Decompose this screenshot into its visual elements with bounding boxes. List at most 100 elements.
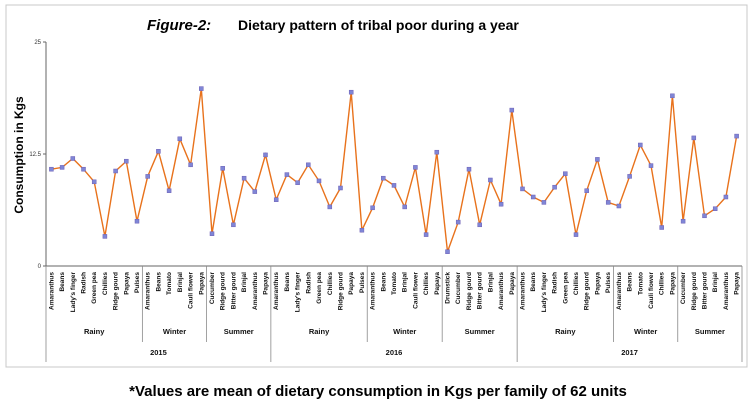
data-point bbox=[520, 186, 525, 192]
data-point bbox=[59, 165, 65, 170]
data-point bbox=[284, 172, 290, 177]
x-tick-label: Radish bbox=[80, 272, 87, 294]
season-label: Winter bbox=[163, 327, 186, 336]
x-tick-label: Papaya bbox=[348, 272, 355, 295]
year-label: 2017 bbox=[621, 348, 638, 357]
x-tick-label: Bitter gourd bbox=[230, 272, 237, 309]
x-tick-label: Papaya bbox=[198, 272, 205, 295]
x-tick-label: Papaya bbox=[434, 272, 441, 295]
data-point bbox=[327, 204, 333, 210]
data-point bbox=[295, 180, 300, 185]
data-point bbox=[530, 194, 536, 200]
x-tick-label: Beans bbox=[284, 272, 291, 292]
data-point bbox=[49, 166, 54, 172]
season-label: Winter bbox=[634, 327, 657, 336]
x-tick-label: Pulses bbox=[359, 272, 366, 293]
year-label: 2015 bbox=[150, 348, 167, 357]
x-tick-label: Green pea bbox=[316, 272, 323, 304]
data-point bbox=[627, 174, 632, 179]
data-point bbox=[381, 175, 386, 181]
season-label: Summer bbox=[224, 327, 254, 336]
data-point bbox=[391, 183, 397, 188]
data-point bbox=[670, 93, 675, 99]
x-tick-label: Chillies bbox=[659, 272, 666, 296]
season-label: Summer bbox=[695, 327, 725, 336]
data-point bbox=[306, 162, 311, 168]
x-tick-label: Brinjal bbox=[402, 272, 409, 292]
season-label: Rainy bbox=[84, 327, 105, 336]
x-tick-label: Amaranthus bbox=[498, 272, 505, 310]
chart-title: Dietary pattern of tribal poor during a … bbox=[238, 17, 519, 33]
x-tick-label: Beans bbox=[59, 272, 66, 292]
data-point bbox=[209, 231, 215, 236]
x-tick-label: Brinjal bbox=[241, 272, 248, 292]
data-point bbox=[541, 200, 547, 205]
x-tick-label: Amaranthus bbox=[273, 272, 280, 310]
x-tick-label: Bitter gourd bbox=[702, 272, 709, 309]
x-tick-label: Tomato bbox=[637, 272, 644, 295]
data-point bbox=[552, 184, 557, 190]
data-point bbox=[455, 219, 461, 225]
x-tick-label: Amaranthus bbox=[48, 272, 55, 310]
x-tick-label: Beans bbox=[380, 272, 387, 292]
data-point bbox=[659, 225, 664, 230]
x-tick-label: Ridge gourd bbox=[584, 272, 591, 310]
season-label: Winter bbox=[393, 327, 416, 336]
data-point bbox=[680, 218, 686, 224]
x-tick-label: Lady's finger bbox=[295, 272, 302, 313]
x-tick-label: Amaranthus bbox=[616, 272, 623, 310]
data-point bbox=[402, 204, 407, 210]
data-point bbox=[124, 158, 129, 164]
data-point bbox=[370, 205, 375, 211]
data-point bbox=[316, 178, 322, 184]
data-point bbox=[199, 86, 204, 91]
data-point bbox=[509, 107, 515, 113]
data-point bbox=[477, 222, 482, 228]
data-point bbox=[348, 89, 354, 95]
data-point bbox=[573, 232, 579, 237]
x-tick-label: Tomato bbox=[391, 272, 398, 295]
y-tick-label: 0 bbox=[38, 264, 42, 270]
x-tick-label: Amaranthus bbox=[145, 272, 152, 310]
x-tick-label: Papaya bbox=[594, 272, 601, 295]
x-tick-label: Amaranthus bbox=[723, 272, 730, 310]
data-point bbox=[145, 174, 150, 179]
data-point bbox=[70, 156, 76, 161]
data-point bbox=[616, 203, 622, 209]
x-tick-label: Drumstick bbox=[445, 272, 452, 304]
x-tick-label: Radish bbox=[305, 272, 312, 294]
data-point bbox=[156, 149, 161, 154]
data-point bbox=[466, 166, 472, 172]
figure-label: Figure-2: bbox=[147, 17, 211, 34]
x-tick-label: Cauli flower bbox=[648, 272, 655, 309]
x-tick-label: Brinjal bbox=[487, 272, 494, 292]
x-tick-label: Brinjal bbox=[177, 272, 184, 292]
x-tick-label: Pulses bbox=[134, 272, 141, 293]
season-label: Summer bbox=[465, 327, 495, 336]
x-tick-label: Papaya bbox=[263, 272, 270, 295]
x-tick-label: Green pea bbox=[562, 272, 569, 304]
x-tick-label: Cucumber bbox=[680, 272, 687, 305]
data-point bbox=[359, 227, 365, 233]
data-point bbox=[734, 133, 739, 139]
x-tick-label: Chillies bbox=[102, 272, 109, 296]
x-tick-label: Ridge gourd bbox=[691, 272, 698, 310]
data-point bbox=[81, 166, 86, 172]
data-point bbox=[488, 177, 493, 183]
data-point bbox=[712, 206, 718, 211]
data-point bbox=[648, 163, 654, 168]
x-tick-label: Ridge gourd bbox=[337, 272, 344, 310]
data-point bbox=[134, 218, 140, 224]
data-point bbox=[723, 194, 729, 200]
x-tick-label: Amaranthus bbox=[370, 272, 377, 310]
x-tick-label: Amaranthus bbox=[252, 272, 259, 310]
y-tick-label: 25 bbox=[34, 40, 41, 46]
x-tick-label: Green pea bbox=[91, 272, 98, 304]
data-point bbox=[702, 213, 707, 219]
x-tick-label: Chillies bbox=[423, 272, 430, 296]
data-point bbox=[231, 222, 236, 228]
data-point bbox=[605, 200, 611, 205]
x-tick-label: Papaya bbox=[123, 272, 130, 295]
x-tick-label: Beans bbox=[155, 272, 162, 292]
